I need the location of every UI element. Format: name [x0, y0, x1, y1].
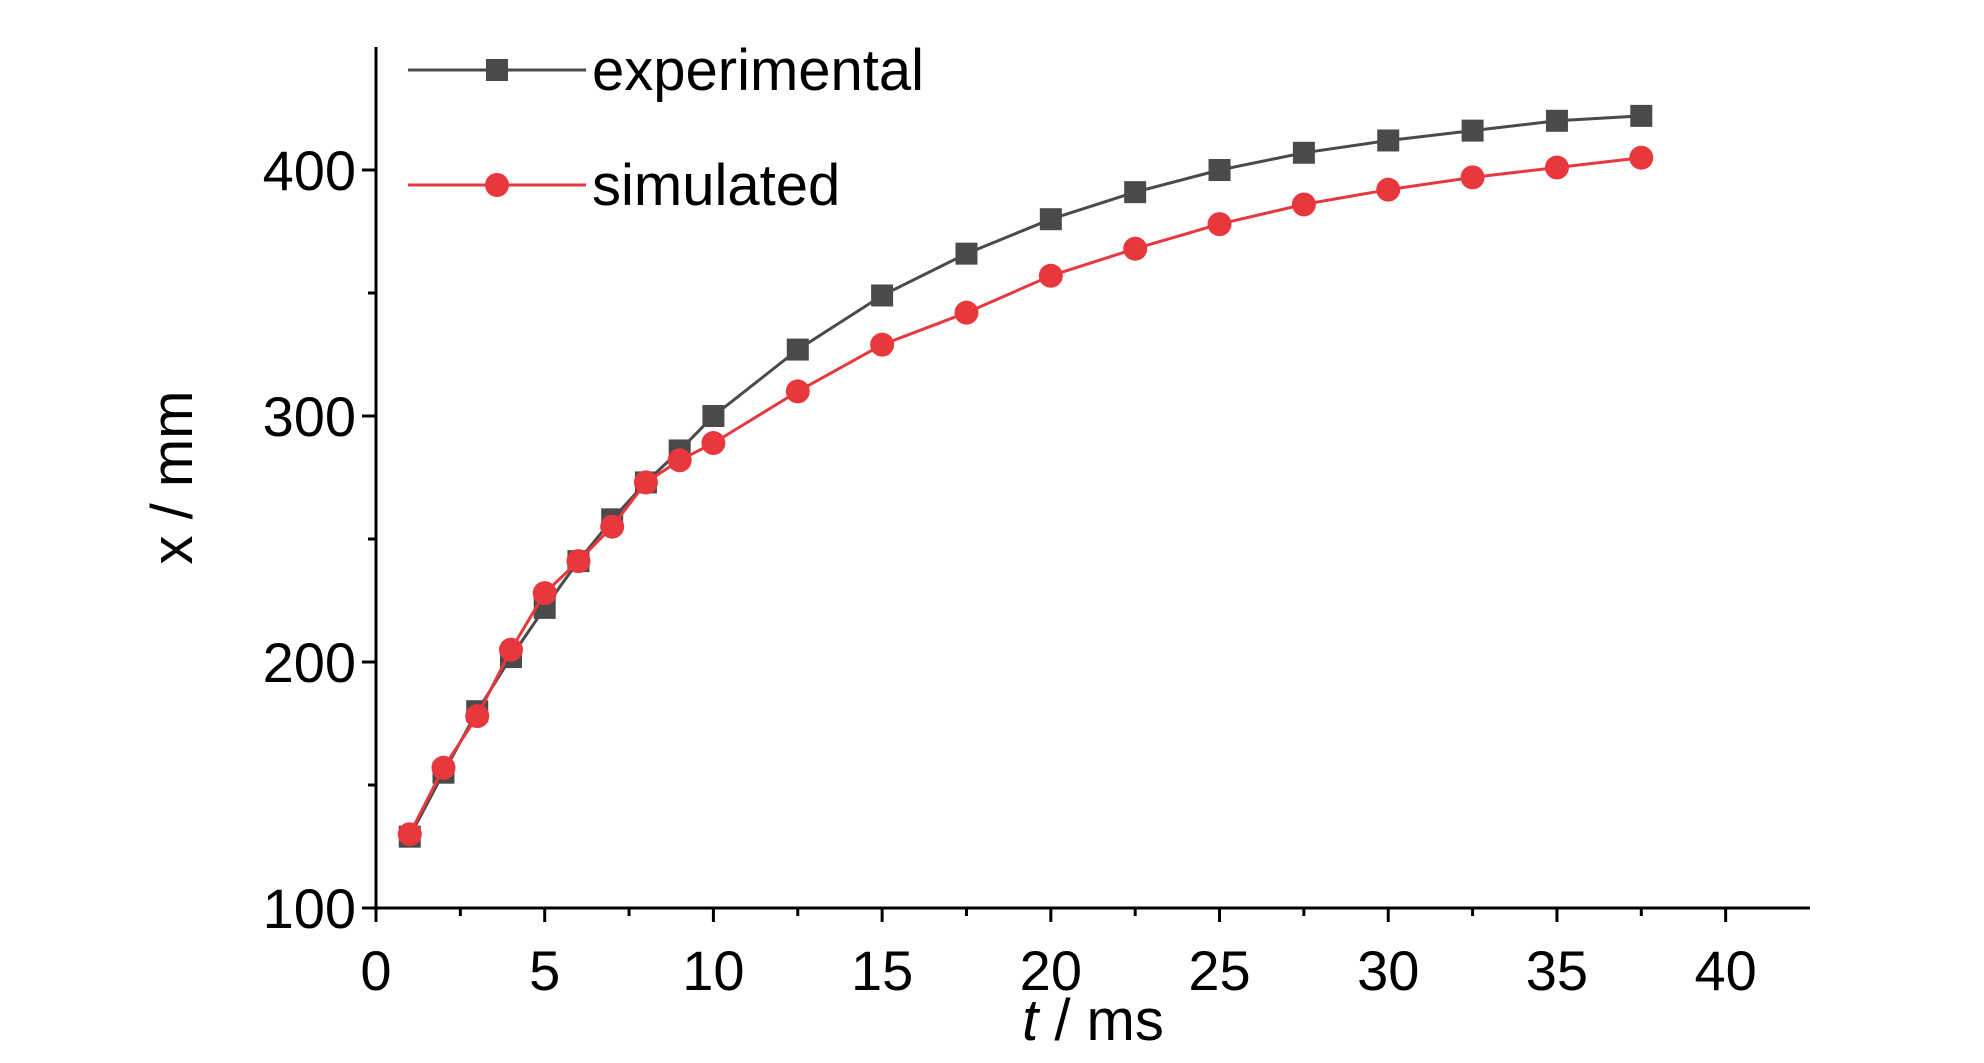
axes [374, 47, 1810, 910]
legend-item-simulated: simulated [408, 153, 840, 218]
data-point-experimental [1461, 119, 1484, 142]
series-simulated [397, 145, 1654, 847]
ticks: 0 5 10 15 20 25 30 35 40 100 200 300 400 [263, 139, 1757, 1002]
x-axis-label-variable: t [1022, 988, 1041, 1053]
data-point-simulated [1038, 263, 1063, 288]
data-point-simulated [498, 637, 523, 662]
data-point-experimental [1124, 181, 1147, 204]
data-point-simulated [566, 549, 591, 574]
x-tick-label: 5 [529, 939, 560, 1002]
data-point-simulated [870, 332, 895, 357]
data-point-experimental [1208, 159, 1231, 181]
data-point-simulated [667, 448, 692, 473]
data-point-experimental [1039, 208, 1062, 231]
data-point-simulated [1544, 155, 1569, 180]
y-tick-label: 100 [263, 877, 356, 940]
data-point-simulated [532, 581, 557, 606]
legend-marker-experimental [486, 59, 508, 81]
data-point-simulated [633, 470, 658, 495]
legend-label-simulated: simulated [592, 153, 840, 218]
legend: experimental simulated [408, 38, 924, 218]
data-point-simulated [1123, 236, 1148, 261]
y-axis-label: x / mm [140, 391, 205, 565]
y-tick-label: 300 [263, 385, 356, 448]
data-point-experimental [1630, 104, 1653, 127]
data-point-simulated [465, 704, 490, 729]
legend-item-experimental: experimental [408, 38, 924, 103]
x-tick-label: 15 [851, 939, 913, 1002]
x-tick-label: 35 [1526, 939, 1588, 1002]
data-point-experimental [955, 242, 978, 265]
data-point-simulated [954, 300, 979, 325]
x-tick-label: 10 [682, 939, 744, 1002]
x-tick-label: 0 [360, 939, 391, 1002]
x-tick-label: 25 [1188, 939, 1250, 1002]
x-tick-label: 40 [1694, 939, 1756, 1002]
data-point-simulated [1629, 145, 1654, 170]
data-point-experimental [871, 284, 894, 307]
data-point-experimental [1545, 109, 1568, 132]
series-line-experimental [408, 114, 1642, 838]
series-layer [397, 104, 1654, 848]
x-tick-label: 20 [1020, 939, 1082, 1002]
series-line-simulated [408, 156, 1642, 835]
data-point-experimental [1377, 129, 1400, 152]
data-point-simulated [1207, 212, 1232, 237]
legend-marker-simulated [485, 173, 509, 197]
legend-label-experimental: experimental [592, 38, 924, 103]
data-point-experimental [702, 405, 725, 427]
data-point-simulated [431, 755, 456, 780]
data-point-simulated [701, 431, 726, 456]
data-point-experimental [1292, 141, 1315, 164]
data-point-experimental [786, 338, 809, 361]
data-point-simulated [785, 379, 810, 404]
data-point-simulated [1460, 165, 1485, 190]
x-tick-label: 30 [1357, 939, 1419, 1002]
data-point-simulated [1376, 177, 1401, 202]
data-point-simulated [600, 514, 625, 539]
data-point-simulated [397, 822, 422, 847]
y-tick-label: 200 [263, 631, 356, 694]
y-tick-label: 400 [263, 139, 356, 202]
series-experimental [398, 104, 1653, 848]
x-axis-label-unit: / ms [1038, 988, 1164, 1053]
data-point-simulated [1291, 192, 1316, 217]
x-axis-label: t / ms [1022, 988, 1164, 1053]
